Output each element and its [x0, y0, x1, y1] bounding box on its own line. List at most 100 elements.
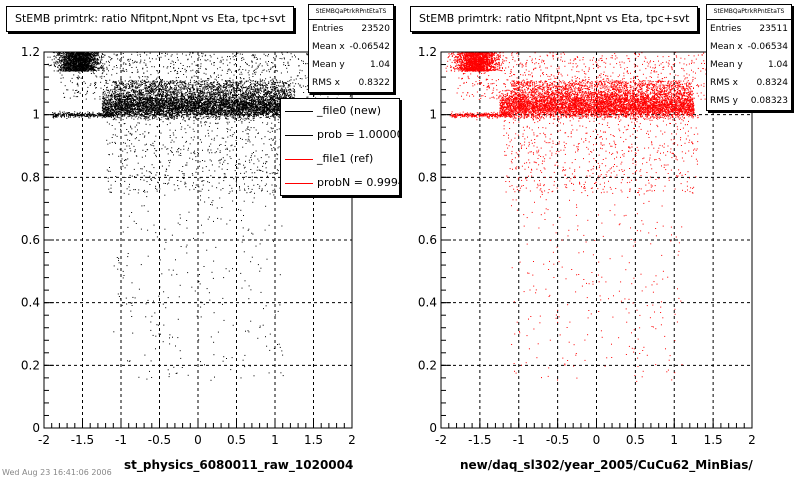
scatter-point: [239, 108, 241, 110]
scatter-point: [140, 115, 142, 117]
scatter-point: [218, 110, 220, 112]
scatter-point: [244, 97, 246, 99]
scatter-point: [137, 109, 138, 110]
scatter-point: [223, 114, 225, 116]
scatter-point: [240, 112, 241, 114]
scatter-point: [270, 88, 272, 90]
scatter-point: [262, 108, 264, 110]
scatter-point: [182, 98, 184, 100]
scatter-point: [193, 112, 195, 114]
scatter-point: [217, 111, 219, 113]
scatter-point: [229, 113, 231, 115]
scatter-point: [152, 116, 153, 118]
scatter-point: [206, 92, 208, 94]
scatter-point: [187, 96, 189, 98]
scatter-point: [268, 112, 270, 114]
scatter-point: [294, 91, 296, 93]
scatter-point: [174, 91, 176, 93]
scatter-point: [107, 100, 109, 102]
scatter-point: [241, 104, 243, 106]
scatter-point: [237, 108, 239, 110]
scatter-point: [214, 113, 216, 115]
scatter-point: [127, 83, 129, 85]
scatter-point: [166, 108, 168, 110]
scatter-point: [102, 102, 104, 104]
scatter-point: [148, 102, 150, 103]
scatter-point: [207, 105, 209, 107]
scatter-point: [193, 104, 194, 106]
scatter-point: [177, 110, 179, 112]
scatter-point: [228, 105, 230, 106]
scatter-point: [241, 103, 243, 105]
scatter-point: [272, 97, 274, 99]
scatter-point: [274, 108, 276, 110]
scatter-point: [181, 116, 182, 117]
scatter-point: [277, 89, 279, 91]
scatter-point: [137, 111, 139, 113]
scatter-point: [139, 114, 141, 116]
scatter-point: [131, 115, 133, 117]
scatter-point: [232, 111, 234, 113]
scatter-point: [215, 113, 217, 115]
scatter-point: [160, 109, 162, 111]
scatter-point: [109, 106, 111, 108]
scatter-point: [228, 105, 230, 107]
scatter-point: [157, 107, 159, 109]
scatter-point: [154, 109, 156, 111]
scatter-point: [213, 110, 215, 111]
scatter-point: [234, 105, 236, 106]
scatter-point: [235, 118, 237, 120]
scatter-point: [194, 101, 196, 103]
scatter-point: [172, 117, 174, 119]
scatter-point: [191, 98, 192, 100]
scatter-point: [148, 109, 150, 111]
scatter-point: [208, 99, 210, 101]
scatter-point: [219, 94, 221, 96]
scatter-point: [162, 106, 164, 108]
scatter-point: [132, 109, 134, 111]
scatter-point: [269, 101, 271, 102]
scatter-point: [262, 109, 264, 111]
scatter-point: [191, 110, 193, 112]
scatter-point: [248, 116, 250, 118]
scatter-point: [171, 109, 173, 111]
scatter-point: [229, 100, 231, 101]
scatter-point: [265, 113, 267, 115]
scatter-point: [191, 111, 193, 113]
scatter-point: [136, 102, 138, 104]
scatter-point: [244, 105, 246, 107]
scatter-point: [127, 116, 129, 118]
scatter-point: [188, 104, 190, 106]
scatter-point: [127, 96, 129, 98]
scatter-point: [140, 99, 142, 101]
scatter-point: [134, 109, 136, 110]
scatter-point: [192, 108, 194, 110]
scatter-point: [153, 115, 155, 117]
scatter-point: [125, 103, 127, 105]
scatter-point: [141, 103, 143, 104]
scatter-point: [255, 109, 257, 111]
scatter-point: [223, 105, 225, 107]
scatter-point: [224, 106, 226, 108]
scatter-point: [197, 110, 199, 112]
scatter-point: [170, 107, 172, 109]
scatter-point: [212, 106, 214, 108]
scatter-point: [247, 114, 249, 116]
scatter-point: [151, 112, 153, 114]
scatter-point: [155, 105, 157, 107]
scatter-point: [128, 104, 130, 106]
scatter-point: [274, 111, 275, 113]
scatter-point: [262, 107, 264, 109]
scatter-point: [192, 112, 194, 114]
scatter-point: [148, 113, 150, 114]
scatter-point: [173, 102, 175, 104]
scatter-point: [231, 116, 233, 118]
scatter-point: [242, 105, 244, 107]
scatter-point: [240, 95, 242, 97]
scatter-point: [173, 116, 175, 118]
scatter-point: [220, 107, 221, 109]
scatter-point: [247, 107, 248, 108]
scatter-point: [145, 98, 147, 100]
scatter-point: [198, 117, 200, 119]
scatter-point: [226, 95, 228, 97]
